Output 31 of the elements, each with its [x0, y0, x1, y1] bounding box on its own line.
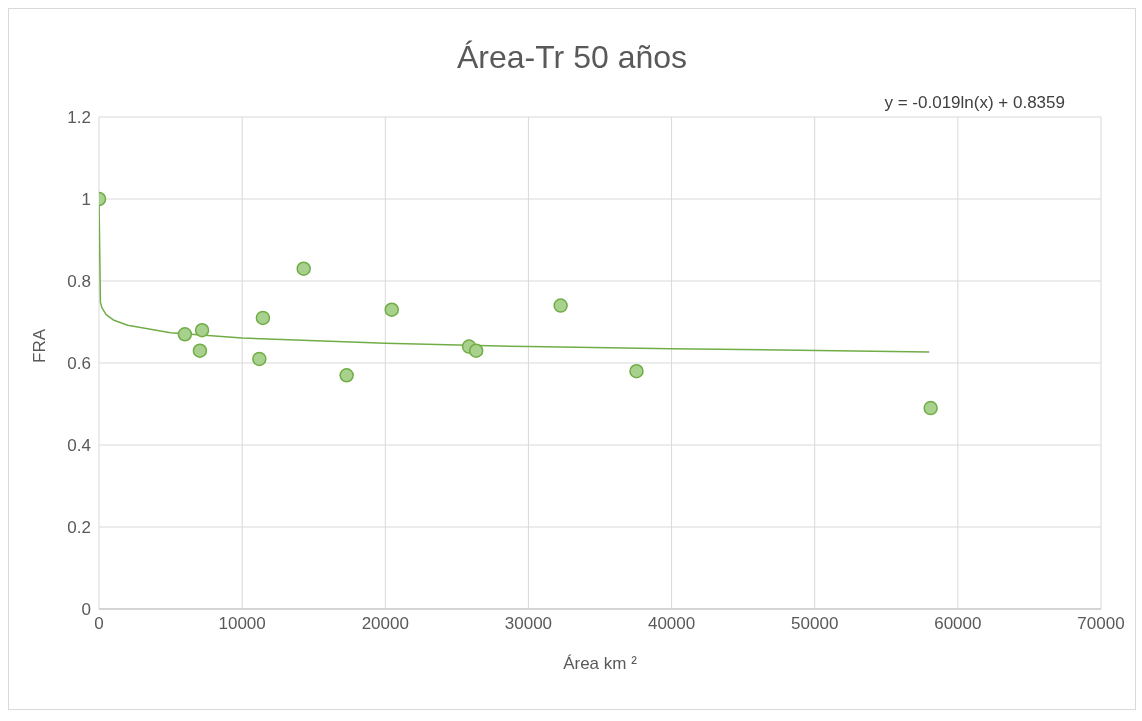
x-tick-label: 0 [94, 614, 104, 634]
x-axis-title: Área km ² [563, 654, 638, 673]
y-tick-label: 1.2 [67, 108, 91, 128]
text: y = -0.019ln(x) + 0.8359 [884, 93, 1065, 113]
point [177, 327, 193, 342]
point [384, 302, 399, 317]
y-tick-label: 1 [81, 190, 91, 210]
point [553, 298, 568, 313]
point [252, 351, 267, 367]
point [923, 400, 938, 416]
y-tick-label: 0.4 [67, 436, 91, 456]
x-tick-label: 60000 [934, 614, 982, 634]
point [255, 310, 271, 326]
x-tick-label: 50000 [791, 614, 839, 634]
x-tick-label: 70000 [1077, 614, 1125, 634]
y-tick-label: 0 [81, 600, 91, 620]
x-tick-label: 20000 [361, 614, 409, 634]
x-tick-label: 10000 [218, 614, 266, 634]
point [192, 343, 208, 358]
x-tick-label: 30000 [504, 614, 553, 634]
y-tick-label: 0.6 [67, 354, 91, 374]
y-axis-title: FRA [30, 328, 50, 363]
point [468, 343, 484, 358]
y-tick-label: 0.8 [67, 272, 91, 292]
y-tick-label: 0.2 [67, 518, 91, 538]
chart-title: Área-Tr 50 años [456, 39, 688, 76]
x-tick-label: 40000 [647, 614, 696, 634]
point [194, 322, 210, 338]
point [296, 261, 311, 276]
point [339, 368, 354, 383]
point [629, 363, 644, 379]
